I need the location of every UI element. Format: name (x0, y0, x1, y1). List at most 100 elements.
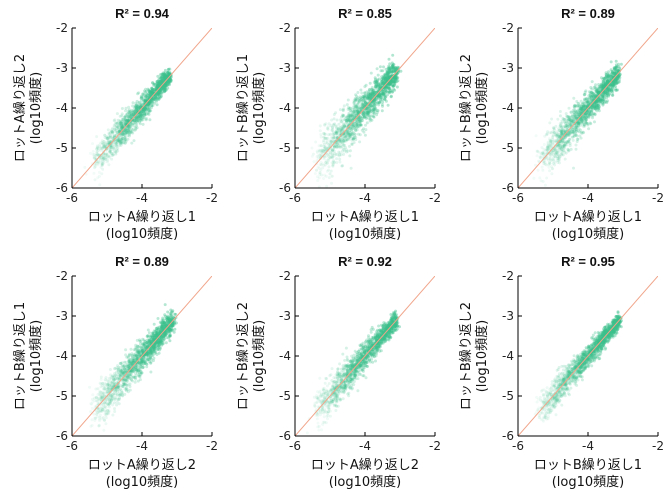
data-point (387, 90, 391, 94)
data-point (612, 83, 616, 87)
data-point (331, 139, 335, 143)
data-point (162, 76, 166, 80)
data-point (163, 334, 167, 338)
data-point (356, 96, 360, 100)
data-point (318, 124, 322, 128)
data-point (128, 109, 132, 113)
data-point (614, 82, 618, 86)
data-point (339, 153, 343, 157)
data-point (341, 127, 345, 131)
data-point (578, 134, 582, 138)
data-point (143, 341, 146, 345)
data-point (124, 118, 128, 122)
data-point (578, 110, 582, 114)
data-point (137, 371, 141, 375)
data-point (369, 96, 373, 99)
data-point (106, 139, 110, 143)
data-point (135, 357, 139, 361)
data-point (131, 128, 135, 132)
data-point (350, 118, 354, 122)
data-point (556, 133, 560, 137)
data-point (145, 97, 149, 101)
data-point (575, 116, 579, 120)
data-point (557, 141, 561, 145)
data-point (145, 341, 149, 345)
data-point (143, 342, 147, 346)
data-point (121, 384, 125, 388)
data-point (155, 328, 159, 332)
y-tick-label: -5 (502, 141, 514, 155)
data-point (604, 88, 608, 92)
data-point (133, 375, 137, 379)
data-point (551, 126, 555, 130)
data-point (572, 120, 576, 123)
data-point (546, 142, 550, 146)
data-point (596, 98, 600, 102)
data-point (370, 94, 374, 98)
data-point (119, 120, 123, 124)
data-point (134, 365, 138, 369)
data-point (119, 126, 123, 130)
data-point (588, 121, 592, 125)
data-point (153, 97, 157, 101)
data-point (104, 409, 108, 413)
data-point (116, 393, 119, 397)
data-point (158, 82, 162, 86)
data-point (545, 132, 549, 136)
data-point (378, 101, 382, 104)
data-point (388, 90, 391, 94)
data-point (391, 83, 395, 87)
data-point (364, 113, 368, 117)
data-point (543, 160, 547, 164)
data-point (162, 76, 166, 80)
data-point (391, 66, 395, 70)
data-point (166, 319, 170, 323)
data-point (354, 128, 357, 132)
y-axis-label: ロットA繰り返し2 (13, 54, 28, 162)
data-point (574, 115, 578, 118)
data-point (148, 341, 152, 344)
data-point (572, 110, 576, 114)
data-point (137, 116, 141, 120)
data-point (138, 359, 142, 363)
data-point (571, 130, 575, 134)
data-point (365, 95, 369, 99)
data-point (338, 157, 342, 161)
data-point (169, 79, 173, 82)
data-point (162, 74, 166, 77)
data-point (173, 312, 177, 316)
data-point (350, 142, 354, 146)
data-point (570, 128, 574, 131)
data-point (162, 321, 166, 324)
data-point (108, 150, 112, 154)
data-point (122, 138, 126, 142)
data-point (156, 83, 160, 87)
data-point (163, 83, 166, 87)
data-point (585, 115, 589, 119)
data-point (599, 98, 602, 102)
data-point (394, 74, 397, 78)
data-point (146, 110, 150, 114)
data-point (110, 130, 114, 134)
data-point (107, 405, 111, 409)
data-point (372, 89, 376, 92)
data-point (340, 145, 344, 148)
data-point (602, 77, 606, 80)
data-point (369, 104, 373, 108)
data-point (376, 78, 380, 82)
data-point (601, 98, 605, 102)
data-point (393, 83, 397, 87)
data-point (323, 146, 327, 150)
data-point (326, 125, 330, 129)
data-point (102, 144, 106, 148)
data-point (155, 84, 159, 88)
data-point (104, 416, 108, 420)
data-point (162, 326, 166, 330)
data-point (362, 113, 366, 117)
data-point (559, 145, 562, 149)
data-point (112, 398, 116, 402)
data-point (93, 418, 97, 422)
data-point (585, 116, 589, 120)
data-point (606, 88, 610, 92)
data-point (575, 129, 579, 133)
